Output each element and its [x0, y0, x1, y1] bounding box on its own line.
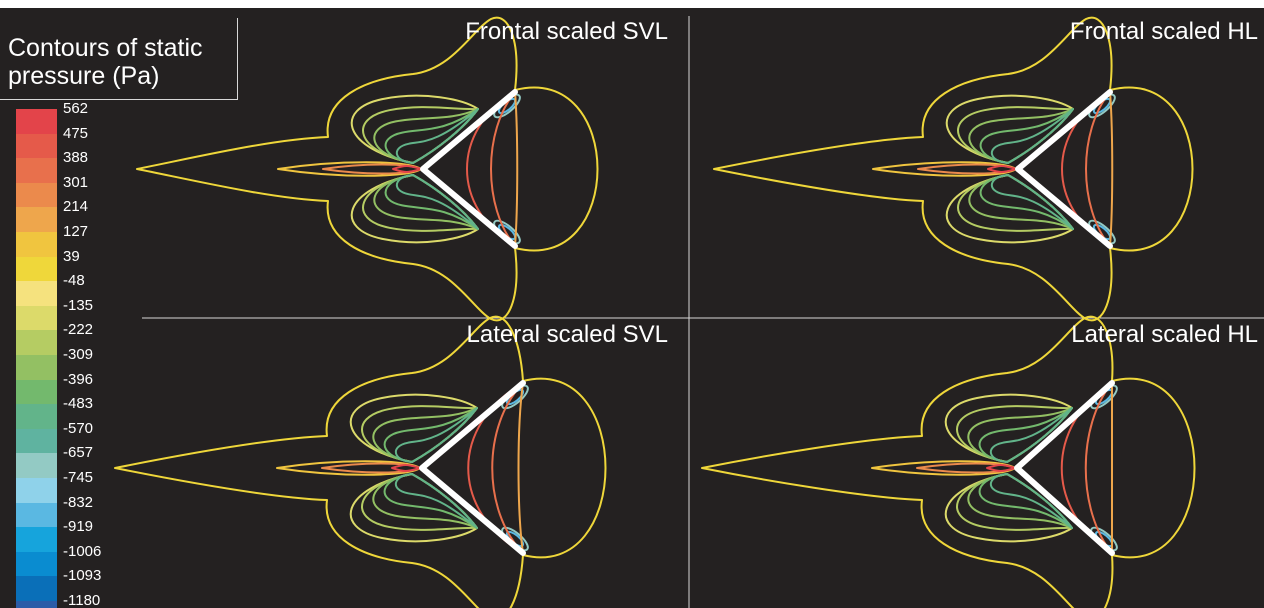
- legend-label: -570: [63, 419, 94, 437]
- legend-label: 39: [63, 247, 80, 265]
- contour-line: [713, 16, 1194, 322]
- contour-line: [517, 382, 524, 554]
- contour-line: [991, 108, 1074, 164]
- legend-swatch: [16, 232, 57, 258]
- contour-line: [395, 407, 478, 463]
- legend-swatch: [16, 576, 57, 602]
- contour-line: [490, 91, 516, 247]
- legend-label: 214: [63, 198, 89, 216]
- panel-lateral-svl: [114, 315, 607, 608]
- legend-swatch: [16, 207, 57, 233]
- legend-label: -745: [63, 469, 94, 486]
- legend-label: -222: [63, 321, 94, 339]
- contour-line: [396, 108, 479, 164]
- legend-swatch: [16, 109, 57, 135]
- panel-frontal-hl: [713, 16, 1194, 322]
- contour-panels: [114, 16, 1264, 608]
- legend-label: 127: [63, 223, 89, 240]
- legend-swatch: [16, 428, 57, 454]
- legend-label: -309: [63, 346, 94, 363]
- legend-title-line-1: Contours of static: [8, 34, 203, 62]
- panel-title-frontal-hl: Frontal scaled HL: [1069, 18, 1258, 45]
- contour-line: [396, 174, 479, 230]
- panel-lateral-hl: [701, 315, 1196, 608]
- legend-label: -919: [63, 518, 94, 536]
- legend-title-line-2: pressure (Pa): [8, 62, 160, 90]
- legend-swatch: [16, 404, 57, 430]
- contour-line: [392, 165, 422, 173]
- legend-swatch: [16, 502, 57, 528]
- contour-line: [701, 315, 1196, 608]
- legend-swatch: [16, 281, 57, 307]
- legend-label: 562: [63, 100, 89, 117]
- contour-line: [990, 473, 1073, 529]
- legend-swatch: [16, 478, 57, 504]
- contour-line: [514, 91, 519, 247]
- legend-swatch: [16, 601, 57, 608]
- panel-title-lateral-svl: Lateral scaled SVL: [466, 321, 668, 348]
- contour-line: [991, 174, 1074, 230]
- legend-label: -1093: [63, 567, 102, 585]
- legend-label: -1006: [63, 542, 102, 560]
- panel-title-lateral-hl: Lateral scaled HL: [1071, 321, 1258, 348]
- legend-swatch: [16, 379, 57, 405]
- legend-swatch: [16, 527, 57, 553]
- legend-label: 388: [63, 149, 89, 167]
- panel-title-frontal-svl: Frontal scaled SVL: [465, 18, 668, 45]
- legend-label: -1180: [63, 592, 101, 608]
- body-outline: [419, 380, 526, 556]
- legend-label: -135: [63, 296, 94, 314]
- legend-label: -657: [63, 444, 94, 462]
- legend-label: -832: [63, 493, 94, 511]
- contour-line: [987, 165, 1017, 173]
- panel-frontal-svl: [136, 16, 599, 322]
- legend-swatch: [16, 305, 57, 331]
- legend-label: -396: [63, 370, 94, 388]
- plot-background: Contours of static pressure (Pa) 562 475 3…: [0, 8, 1264, 608]
- legend-label: -483: [63, 395, 94, 413]
- legend-swatch: [16, 355, 57, 381]
- legend-label: 475: [63, 124, 89, 142]
- contour-line: [1085, 91, 1111, 247]
- body-outline: [1015, 89, 1113, 249]
- contour-line: [136, 16, 599, 322]
- legend-title-box: Contours of static pressure (Pa): [0, 18, 238, 100]
- legend-label: -48: [63, 272, 85, 290]
- legend-swatch: [16, 453, 57, 479]
- legend-swatch: [16, 182, 57, 208]
- contour-line: [990, 407, 1073, 463]
- legend-swatch: [16, 551, 57, 577]
- contour-line: [395, 473, 478, 529]
- body-outline: [420, 89, 518, 249]
- legend-swatch: [16, 158, 57, 184]
- contour-line: [986, 464, 1016, 472]
- contour-line: [391, 464, 421, 472]
- contour-line: [114, 315, 607, 608]
- contour-line: [491, 382, 524, 554]
- legend-swatch: [16, 133, 57, 159]
- legend-swatch: [16, 256, 57, 282]
- body-outline: [1014, 380, 1115, 556]
- legend-swatch: [16, 330, 57, 356]
- legend-label: 301: [63, 173, 89, 191]
- contour-line: [1084, 382, 1113, 554]
- contour-line: [1109, 91, 1114, 247]
